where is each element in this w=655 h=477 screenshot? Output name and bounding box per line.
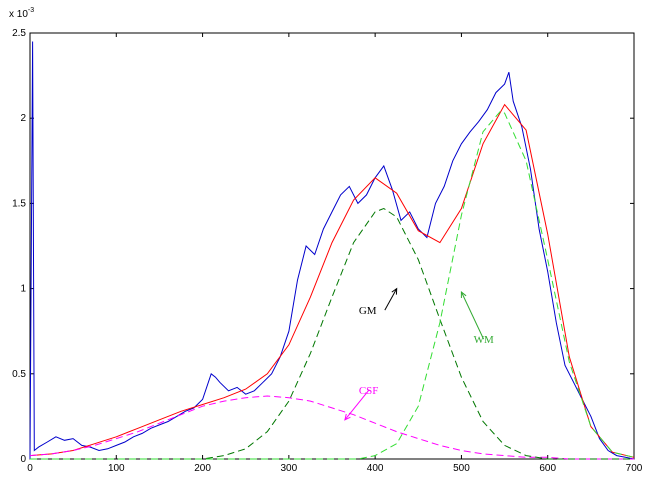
annotation-arrowhead-wm (460, 290, 467, 298)
y-tick-label: 2 (20, 113, 26, 124)
y-tick-label: 1 (20, 284, 26, 295)
axis-ticks: 0 100 200 300 400 500 600 700 0 0.5 1 1.5 2 2.5 (12, 28, 643, 474)
fit-series-line (29, 103, 635, 458)
annotation-arrow-wm (460, 291, 485, 340)
annotations: GM WM CSF (344, 287, 494, 421)
csf-series-line (29, 395, 634, 460)
annotation-arrowhead-gm (391, 287, 398, 295)
annotation-arrow-csf (344, 389, 370, 421)
annotation-label-gm: GM (359, 305, 377, 317)
annotation-arrow-gm (384, 288, 398, 311)
x-tick-label: 300 (281, 463, 298, 474)
noisy-histogram-series-line (29, 41, 635, 460)
y-tick-label: 2.5 (12, 28, 26, 39)
series-layer (29, 41, 635, 460)
x-tick-label: 400 (367, 463, 384, 474)
annotation-label-wm: WM (474, 334, 494, 346)
y-tick-label: 0.5 (12, 369, 26, 380)
y-tick-label: 0 (20, 454, 26, 465)
plot-frame (29, 32, 635, 460)
x-tick-label: 500 (453, 463, 470, 474)
gm-series-line (30, 207, 634, 460)
annotation-label-csf: CSF (359, 385, 379, 397)
x-tick-label: 600 (539, 463, 556, 474)
annotation-arrowhead-csf (344, 413, 351, 421)
x-tick-label: 200 (194, 463, 211, 474)
plot-area (29, 32, 635, 460)
x-tick-label: 0 (27, 463, 33, 474)
x-tick-label: 100 (108, 463, 125, 474)
x-tick-label: 700 (626, 463, 643, 474)
wm-series-line (30, 110, 635, 460)
y-exponent-label: x 10-3 (9, 7, 34, 20)
y-tick-label: 1.5 (12, 198, 26, 209)
